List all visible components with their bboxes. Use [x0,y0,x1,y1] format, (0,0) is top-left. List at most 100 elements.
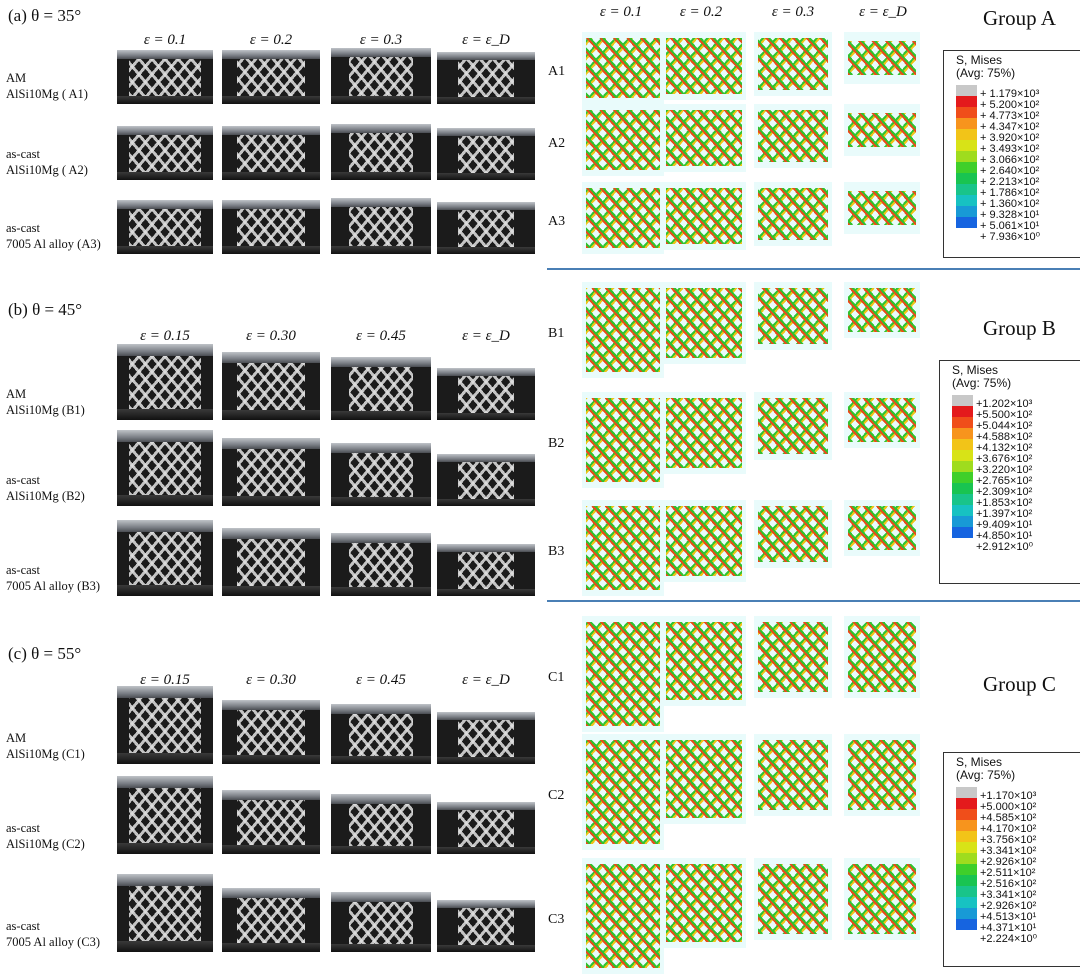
strain-header: ε = 0.2 [249,32,293,48]
stress-contour-lattice [586,506,660,590]
legend-value: +2.912×10⁰ [976,541,1034,553]
stress-contour-lattice [666,38,742,94]
group-title: Group B [983,316,1056,340]
lattice-specimen [349,206,413,247]
lattice-specimen [237,800,305,846]
section-title: (b) θ = 45° [8,300,83,319]
lattice-specimen [349,132,413,173]
legend-swatch [952,406,973,417]
row-label-line2: AlSi10Mg ( A2) [6,163,88,177]
legend-swatch [952,494,973,505]
legend-value: +5.044×10² [976,420,1033,432]
stress-contour-lattice [848,740,916,810]
legend-value: + 3.493×10² [980,143,1040,155]
base-plate [437,588,535,596]
fe-simulation-panel [844,500,920,556]
row-label-line2: 7005 Al alloy (A3) [6,237,101,251]
stress-contour-lattice [848,191,916,225]
legend-value: +4.850×10¹ [976,530,1033,542]
compression-platen [331,198,431,207]
fe-simulation-panel [662,104,746,172]
legend-swatch [956,798,977,809]
compression-platen [437,52,535,61]
stress-contour-lattice [848,288,916,332]
legend-value: +3.756×10² [980,834,1037,846]
base-plate [437,756,535,764]
compression-platen [331,357,431,368]
stress-contour-lattice [758,622,828,692]
sim-row-label: A2 [548,136,566,151]
legend-swatch [956,195,977,206]
contour-legend: S, Mises (Avg: 75%) +1.170×10³ +5.000×10² +4… [943,752,1080,967]
fe-simulation-panel [582,282,664,378]
legend-swatch [952,428,973,439]
legend-value: +4.513×10¹ [980,911,1037,923]
legend-swatch [956,85,977,96]
base-plate [331,96,431,104]
legend-swatch [956,908,977,919]
legend-swatch [956,173,977,184]
row-label-line2: 7005 Al alloy (B3) [6,579,101,593]
stress-contour-lattice [848,864,916,934]
sim-strain-header: ε = 0.3 [771,4,815,20]
legend-value: +3.676×10² [976,453,1033,465]
specimen-photo [117,430,213,506]
legend-swatch [956,140,977,151]
fe-simulation-panel [582,858,664,974]
specimen-photo [222,126,320,180]
compression-platen [331,124,431,133]
legend-swatch [952,527,973,538]
legend-value: +1.397×10² [976,508,1033,520]
specimen-photo [117,874,213,952]
stress-contour-lattice [586,740,660,844]
base-plate [437,96,535,104]
legend-value: + 1.360×10² [980,198,1040,210]
lattice-specimen [129,356,201,410]
strain-header: ε = ε_D [462,672,510,688]
base-plate [117,843,213,854]
fe-simulation-panel [754,616,832,698]
base-plate [117,246,213,254]
row-label-line1: AM [6,387,27,401]
lattice-specimen [237,362,305,411]
legend-values: +1.170×10³ +5.000×10² +4.585×10² +4.170×10²… [980,791,1037,945]
base-plate [331,411,431,420]
stress-contour-lattice [586,398,660,482]
sim-row-label: A3 [548,214,566,229]
legend-swatch [952,472,973,483]
legend-value: +2.926×10² [980,856,1037,868]
fe-simulation-panel [662,858,746,948]
fe-simulation-panel [662,500,746,582]
strain-header: ε = 0.1 [143,32,187,48]
lattice-specimen [237,710,305,756]
fe-simulation-panel [582,182,664,254]
stress-contour-lattice [666,288,742,358]
lattice-specimen [457,60,515,97]
specimen-photo [331,48,431,104]
base-plate [437,944,535,952]
specimen-photo [437,544,535,596]
lattice-specimen [237,208,305,247]
legend-average: (Avg: 75%) [952,376,1012,390]
stress-contour-lattice [758,110,828,162]
stress-contour-lattice [586,38,660,98]
fe-simulation-panel [844,392,920,448]
compression-platen [331,443,431,454]
base-plate [222,96,320,104]
compression-platen [222,438,320,449]
specimen-photo [117,50,213,104]
specimen-photo [437,52,535,104]
section-title: (c) θ = 55° [8,644,82,663]
specimen-photo [117,520,213,596]
base-plate [437,846,535,854]
lattice-specimen [457,462,515,499]
fe-simulation-panel [754,858,832,940]
stress-contour-lattice [848,622,916,692]
specimen-photo [331,357,431,420]
fe-simulation-panel [662,282,746,364]
row-label-line1: AM [6,71,27,85]
legend-swatch [952,461,973,472]
lattice-specimen [349,543,413,588]
sim-row-label: A1 [548,64,566,79]
legend-values: + 1.179×10³ + 5.200×10² + 4.773×10² + 4.347… [980,89,1040,243]
